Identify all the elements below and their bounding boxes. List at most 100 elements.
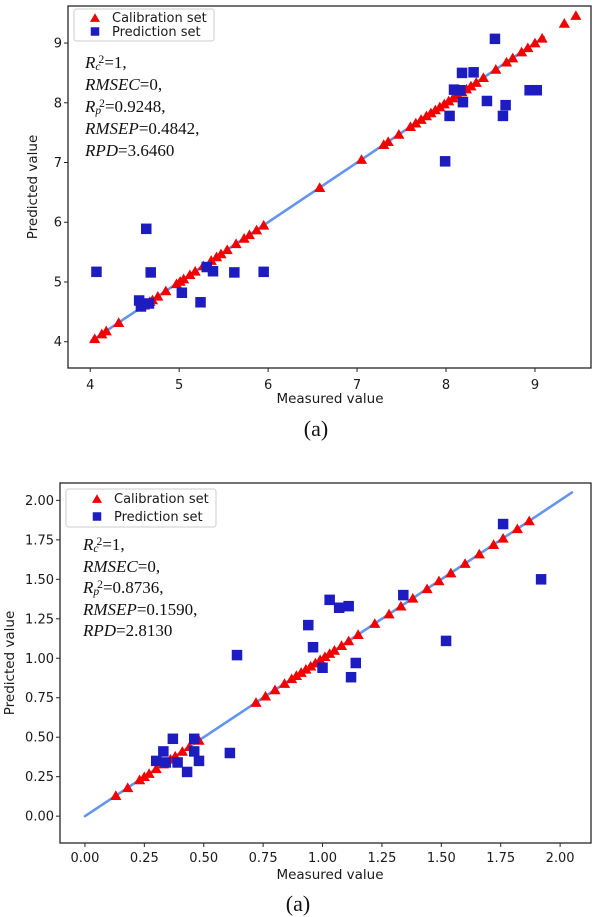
prediction-point <box>497 110 509 122</box>
calibration-point <box>259 690 272 701</box>
calibration-point <box>404 121 417 132</box>
calibration-point <box>558 18 570 28</box>
calibration-point <box>290 670 302 680</box>
calibration-point <box>113 317 125 327</box>
calibration-point <box>407 592 419 603</box>
calibration-point <box>184 269 196 280</box>
x-axis-tick-label: 2.00 <box>546 851 575 866</box>
calibration-point <box>393 129 405 139</box>
calibration-point <box>459 558 471 568</box>
y-axis-label: Predicted value <box>25 135 41 240</box>
x-axis-tick-label: 0.75 <box>249 851 278 866</box>
calibration-point <box>122 782 134 793</box>
y-axis-tick-label: 4 <box>54 335 62 350</box>
y-axis-label: Predicted value <box>2 611 18 716</box>
calibration-point <box>278 678 291 688</box>
calibration-point <box>230 238 242 249</box>
prediction-point <box>456 67 468 79</box>
y-axis-tick-label: 5 <box>54 275 62 290</box>
y-axis-tick-label: 1.50 <box>25 573 54 588</box>
stats-annotation-line: Rp2=0.8736, <box>83 578 164 598</box>
calibration-point <box>536 32 548 43</box>
calibration-point <box>500 56 513 67</box>
calibration-point <box>465 80 477 91</box>
prediction-point <box>303 619 314 631</box>
prediction-point <box>439 156 451 167</box>
legend-prediction-marker <box>92 512 102 521</box>
legend-box <box>73 8 215 42</box>
prediction-point <box>224 747 236 759</box>
x-axis-tick-label: 4 <box>86 378 94 393</box>
x-axis-tick-label: 8 <box>442 378 450 393</box>
prediction-point <box>167 733 179 745</box>
prediction-point <box>201 261 213 273</box>
prediction-point <box>457 96 469 108</box>
prediction-point <box>468 67 479 78</box>
chart-bottom: 0.00 0.25 0.50 0.75 1.00 1.25 1.50 1.75 2.00 0.00… <box>2 482 592 883</box>
y-axis-tick-label: 0.25 <box>25 770 54 785</box>
x-axis-tick-label: 9 <box>531 378 539 393</box>
calibration-point <box>319 651 331 662</box>
prediction-point <box>500 99 511 111</box>
prediction-point <box>324 594 335 606</box>
calibration-point <box>176 746 188 756</box>
calibration-point <box>445 567 457 578</box>
prediction-point <box>176 287 188 298</box>
x-axis-tick-label: 5 <box>175 378 183 393</box>
prediction-point <box>160 757 171 768</box>
legend-calibration-marker <box>92 494 102 503</box>
calibration-point <box>133 774 146 785</box>
x-axis-tick-label: 1.25 <box>367 851 396 866</box>
calibration-point <box>470 77 482 87</box>
y-axis-tick-label: 1.00 <box>25 652 54 667</box>
x-axis-tick-label: 7 <box>353 378 361 393</box>
calibration-point <box>314 654 326 665</box>
calibration-point <box>150 763 162 774</box>
figure-bottom: 0.00 0.25 0.50 0.75 1.00 1.25 1.50 1.75 2.00 0.00… <box>0 458 600 916</box>
calibration-point <box>529 37 541 48</box>
calibration-point <box>421 583 433 594</box>
y-axis-tick-label: 8 <box>54 96 62 111</box>
legend-item-label: Calibration set <box>114 492 209 507</box>
calibration-point <box>343 635 355 646</box>
legend-calibration-marker <box>90 13 100 22</box>
prediction-point <box>307 641 319 653</box>
prediction-point <box>440 635 452 647</box>
stats-annotation-line: Rc2=1, <box>85 53 127 73</box>
figure-caption-bottom: (a) <box>285 891 311 916</box>
calibration-point <box>395 600 407 611</box>
figure-caption-top: (a) <box>303 416 329 441</box>
prediction-point <box>489 33 501 45</box>
stats-annotation-line: RMSEP=0.1590, <box>83 600 198 619</box>
y-axis-tick-label: 0.50 <box>25 731 54 746</box>
prediction-point <box>343 600 354 612</box>
calibration-point <box>110 790 122 800</box>
x-axis-tick-label: 0.50 <box>189 851 218 866</box>
legend-prediction-marker <box>90 27 100 36</box>
x-axis-tick-label: 1.50 <box>427 851 456 866</box>
stats-annotation-line: RMSEC=0, <box>83 557 161 576</box>
calibration-point <box>335 640 348 650</box>
calibration-point <box>138 771 150 782</box>
calibration-point <box>250 224 263 235</box>
prediction-point <box>207 265 219 277</box>
calibration-point <box>516 46 528 57</box>
y-axis-tick-label: 7 <box>54 156 62 171</box>
calibration-point <box>507 52 519 63</box>
calibration-point <box>490 64 502 74</box>
calibration-point <box>221 244 233 255</box>
calibration-point <box>511 523 523 534</box>
prediction-point <box>444 110 455 122</box>
prediction-point <box>158 746 169 757</box>
prediction-point <box>195 297 206 308</box>
x-axis-tick-label: 0.25 <box>130 851 159 866</box>
calibration-point <box>143 768 155 778</box>
calibration-point <box>487 539 500 549</box>
calibration-point <box>178 273 190 284</box>
prediction-point <box>497 518 509 530</box>
legend-box <box>65 488 217 528</box>
calibration-point <box>324 648 336 658</box>
figure-top: 4 5 6 7 8 9 4 5 6 7 8 9 Measured value Predicted valu… <box>0 0 600 458</box>
calibration-point <box>433 575 445 586</box>
stats-annotation-line: RPD=2.8130 <box>83 621 173 640</box>
